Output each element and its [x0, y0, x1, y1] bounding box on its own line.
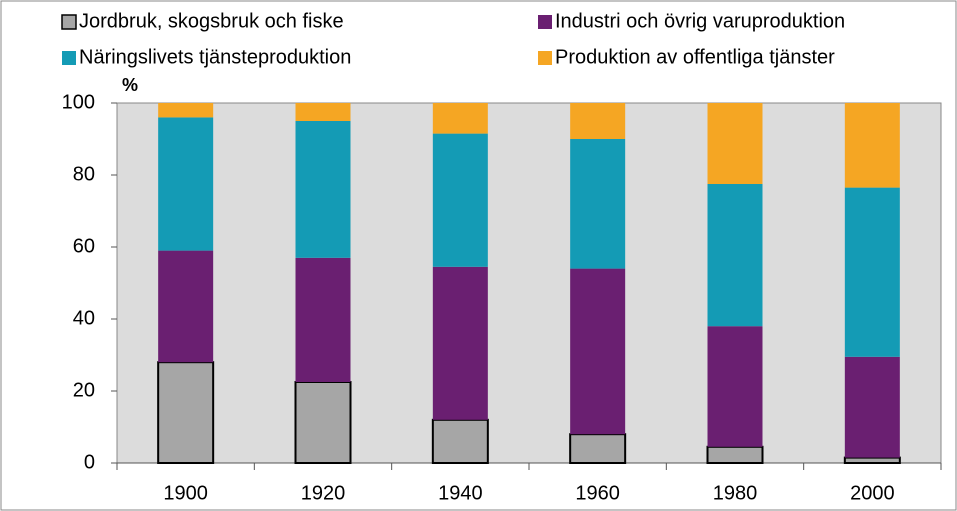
y-tick-label: 80: [73, 163, 95, 185]
bar-segment: [843, 456, 901, 465]
bar-segment: [295, 257, 351, 382]
legend-marker: [61, 14, 77, 30]
bar-segment: [158, 250, 214, 363]
legend-marker: [538, 51, 552, 65]
x-tick-label: 1980: [713, 482, 758, 504]
bar-segment: [570, 268, 626, 435]
bar-segment: [432, 133, 488, 267]
legend-label: Industri och övrig varuproduktion: [555, 10, 845, 32]
bar-segment: [158, 103, 214, 118]
legend-marker: [62, 51, 76, 65]
bar-segment: [570, 139, 626, 269]
y-tick-label: 0: [84, 451, 95, 473]
legend-marker: [538, 15, 552, 29]
bar-segment: [432, 103, 488, 134]
bar-segment: [570, 103, 626, 139]
bar-segment: [158, 117, 214, 251]
y-tick-label: 20: [73, 379, 95, 401]
y-tick-label: 40: [73, 307, 95, 329]
bar-segment: [431, 418, 489, 464]
plot-area: [116, 102, 942, 464]
y-axis-label: %: [122, 75, 138, 95]
bar-segment: [432, 266, 488, 420]
bar-segment: [295, 121, 351, 258]
bar-segment: [707, 103, 763, 184]
bar-segment: [295, 103, 351, 121]
x-tick-label: 2000: [850, 482, 895, 504]
y-tick-label: 100: [62, 91, 95, 113]
x-tick-label: 1940: [438, 482, 483, 504]
bar-segment: [844, 356, 900, 458]
bar-segment: [844, 103, 900, 188]
y-tick-label: 60: [73, 235, 95, 257]
x-tick-label: 1920: [301, 482, 346, 504]
legend-label: Näringslivets tjänsteproduktion: [79, 46, 351, 68]
legend-label: Produktion av offentliga tjänster: [555, 46, 835, 68]
legend-label: Jordbruk, skogsbruk och fiske: [79, 10, 344, 32]
bar-segment: [706, 445, 764, 464]
bar-segment: [157, 361, 215, 465]
bar-segment: [569, 433, 627, 465]
bar-segment: [844, 187, 900, 357]
x-tick-label: 1960: [575, 482, 620, 504]
bar-segment: [707, 184, 763, 327]
bar-segment: [294, 381, 352, 464]
x-tick-label: 1900: [163, 482, 208, 504]
bar-segment: [707, 326, 763, 447]
